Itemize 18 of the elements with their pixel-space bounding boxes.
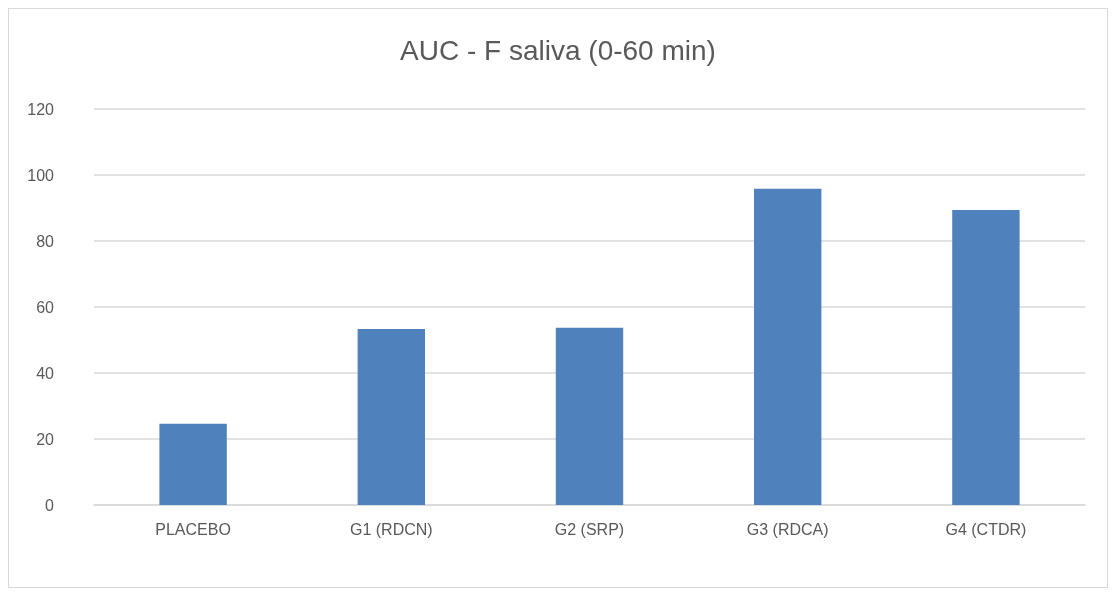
y-tick-label: 120 (27, 100, 55, 118)
x-tick-label: G3 (RDCA) (746, 520, 829, 538)
y-tick-label: 60 (36, 298, 55, 316)
x-tick-label: G2 (SRP) (554, 520, 625, 538)
x-tick-label: G1 (RDCN) (349, 520, 433, 538)
y-tick-label: 80 (36, 232, 55, 250)
y-tick-label: 100 (27, 166, 55, 184)
chart-title: AUC - F saliva (0-60 min) (400, 34, 716, 66)
y-tick-label: 20 (36, 430, 55, 448)
y-tick-label: 40 (36, 364, 55, 382)
bar (952, 209, 1020, 505)
bar (159, 423, 227, 505)
x-tick-label: G4 (CTDR) (945, 520, 1027, 538)
bar (754, 188, 822, 505)
x-tick-label: PLACEBO (155, 520, 231, 538)
y-tick-label: 0 (45, 496, 55, 514)
bar (357, 329, 425, 505)
bar (555, 327, 624, 505)
